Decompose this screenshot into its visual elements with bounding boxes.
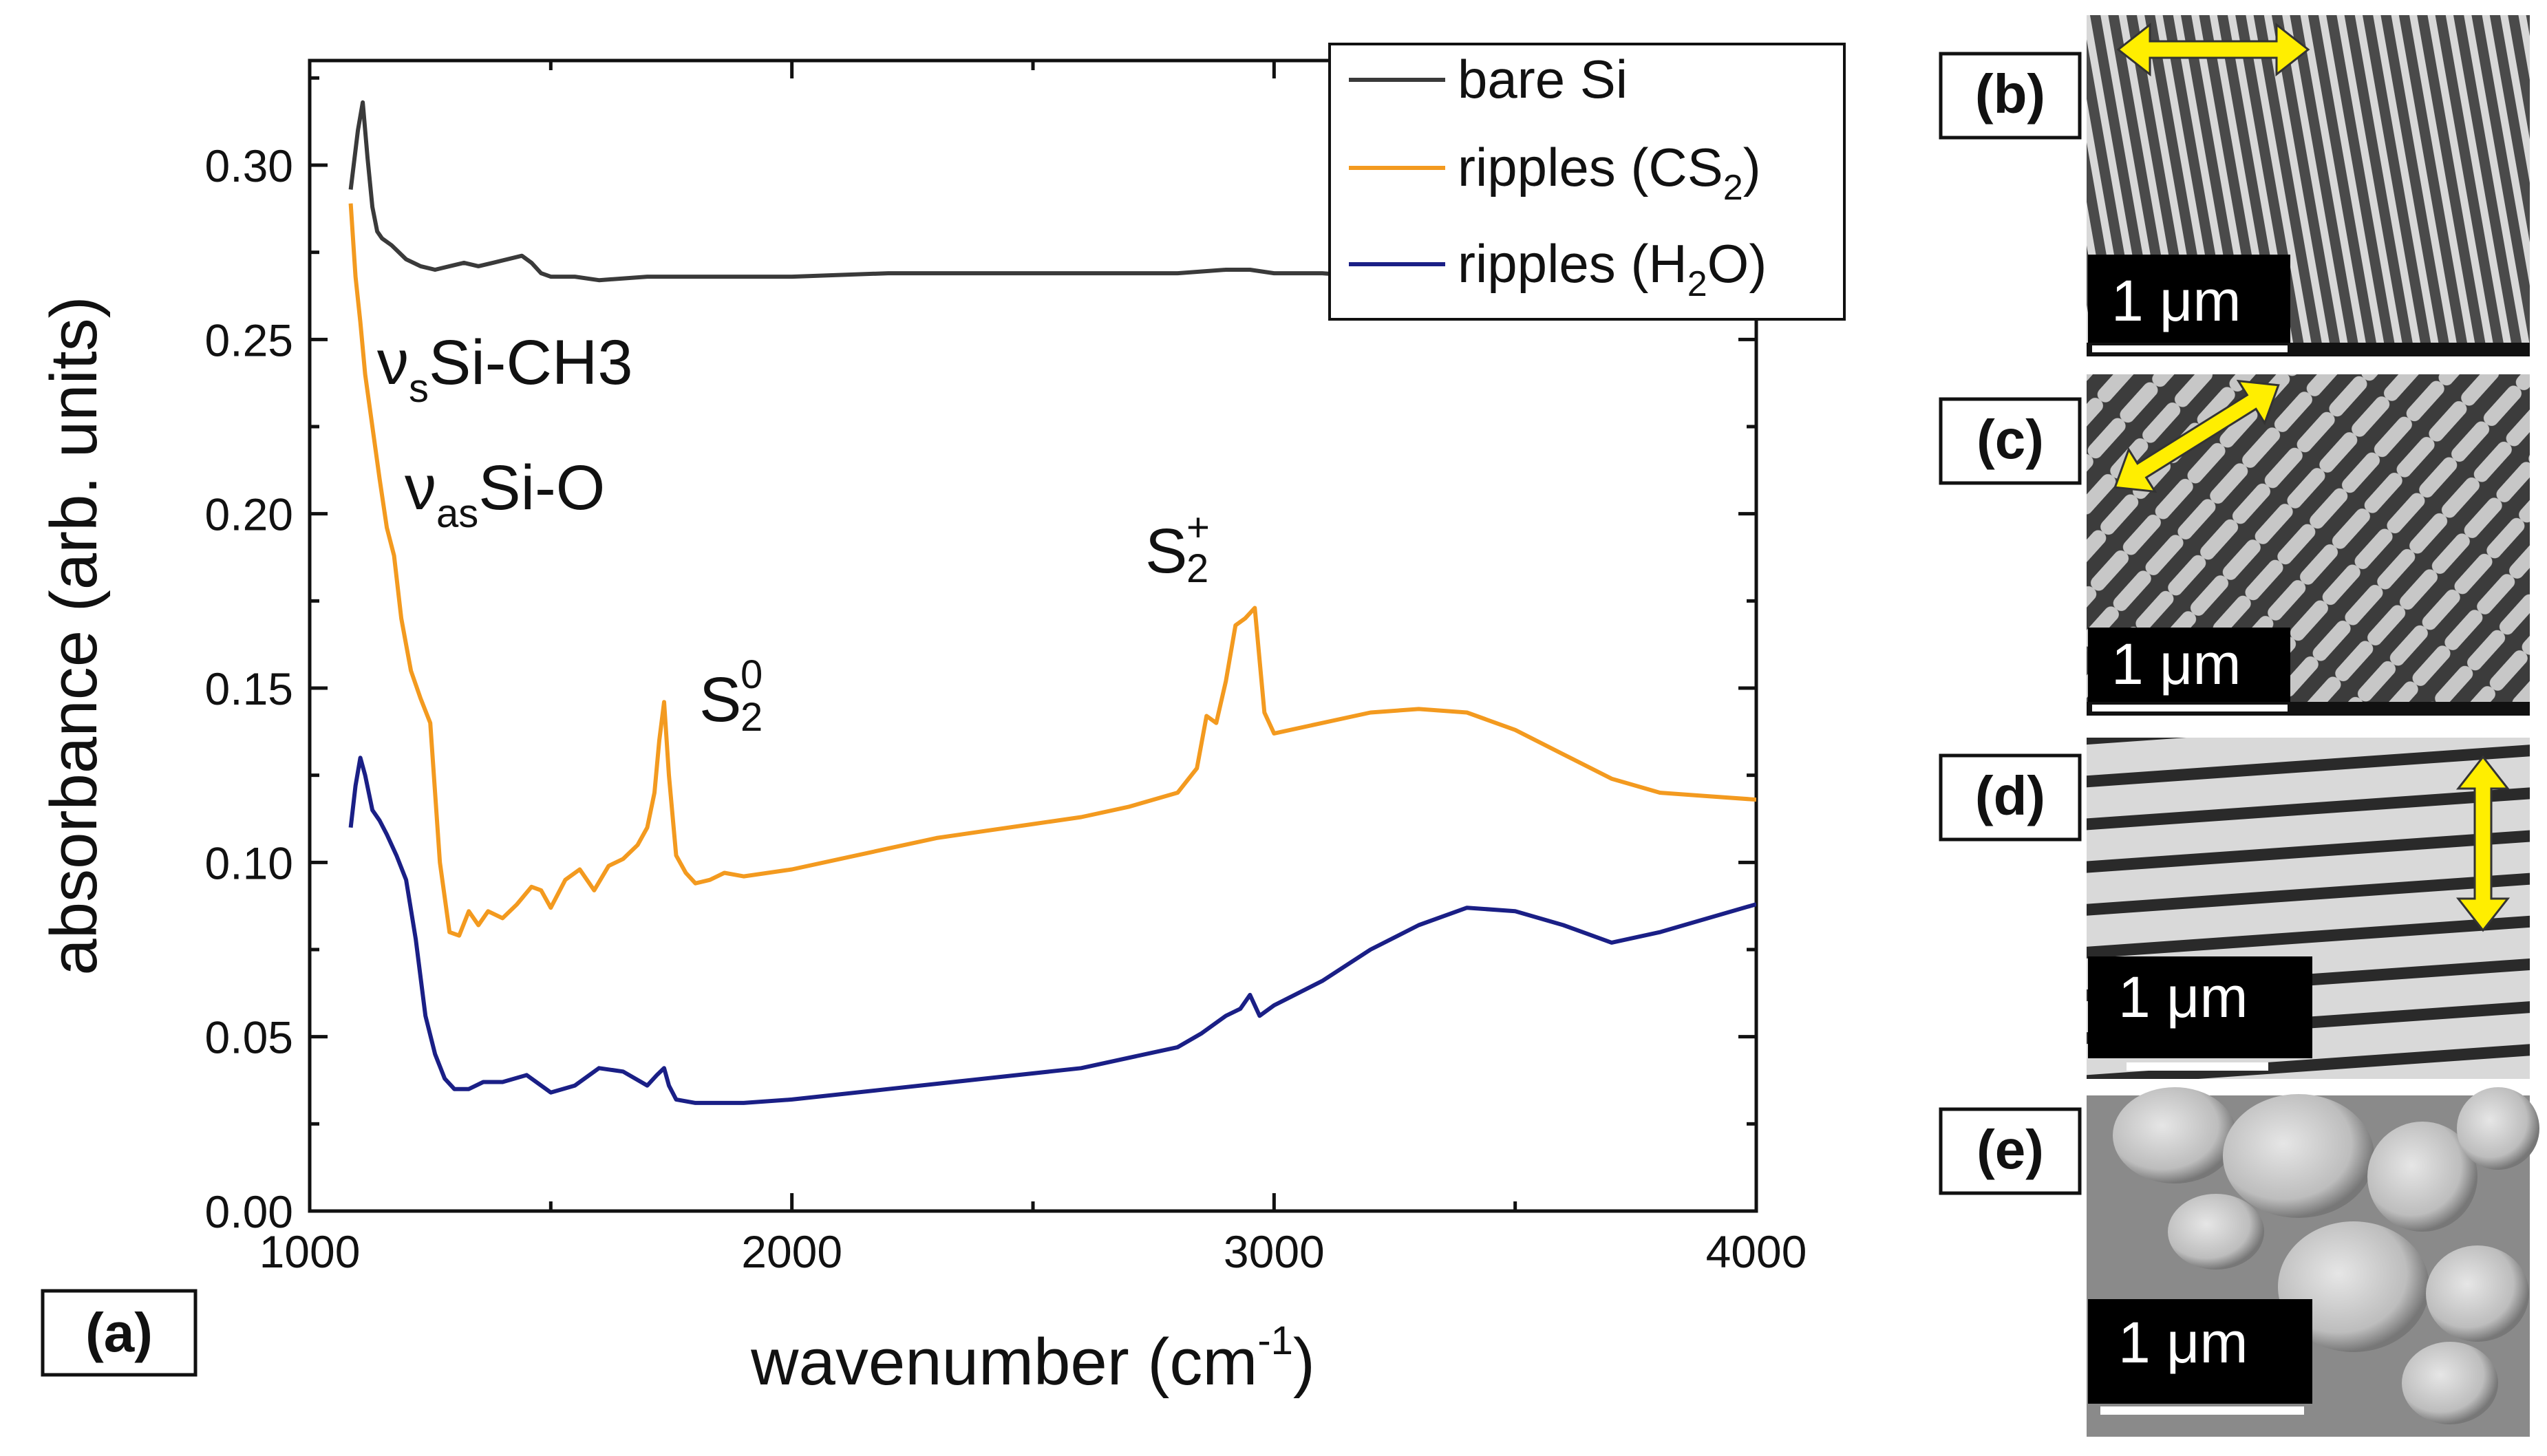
anno-s2p-main: S xyxy=(1145,516,1187,586)
particle xyxy=(2168,1194,2264,1270)
series-bare-si xyxy=(348,100,1419,283)
scale-label-b: 1 μm xyxy=(2111,268,2241,333)
particle xyxy=(2402,1342,2498,1424)
anno-vs-sub: s xyxy=(409,366,429,411)
nanoparticles xyxy=(2113,1087,2539,1424)
panel-c-label: (c) xyxy=(1976,409,2044,470)
anno-s20-main: S xyxy=(699,665,741,735)
y-tick-label: 0.00 xyxy=(205,1186,293,1237)
arrow-shape-b xyxy=(2116,22,2310,77)
legend-cs2-close: ) xyxy=(1743,137,1761,197)
legend-cs2-main: ripples (CS xyxy=(1458,137,1723,197)
anno-s2p-sub: 2 xyxy=(1186,546,1208,591)
annotation-s2-0: S 0 2 xyxy=(699,652,763,740)
y-tick-label: 0.25 xyxy=(205,314,293,365)
panel-e-label-box xyxy=(1939,1107,2082,1195)
scale-box-d xyxy=(2088,956,2312,1058)
scale-bar-c xyxy=(2092,705,2288,711)
panel-a-label-box xyxy=(41,1289,198,1377)
legend-cs2-sub: 2 xyxy=(1723,168,1743,208)
series-ripples-cs2 xyxy=(348,203,1756,938)
y-axis-title: absorbance (arb. units) xyxy=(37,296,111,975)
scale-bar-d xyxy=(2127,1062,2268,1071)
anno-s20-sup: 0 xyxy=(740,652,763,697)
orientation-arrow-c xyxy=(2113,379,2280,493)
y-tick-label: 0.15 xyxy=(205,663,293,714)
anno-s2p-sup: + xyxy=(1186,505,1210,550)
orientation-arrow-b xyxy=(2116,22,2310,77)
scale-label-e: 1 μm xyxy=(2118,1310,2248,1375)
particle xyxy=(2113,1087,2237,1184)
legend-label-bare-si: bare Si xyxy=(1458,49,1628,109)
legend-label-ripples-cs2: ripples (CS2) xyxy=(1458,137,1761,208)
panel-b-label: (b) xyxy=(1975,63,2045,125)
scale-bar-b xyxy=(2092,345,2288,352)
x-axis-title-main: wavenumber (cm xyxy=(750,1325,1257,1399)
legend: bare Si ripples (CS2) ripples (H2O) xyxy=(1328,43,1846,321)
panel-c-label-box xyxy=(1939,397,2082,485)
anno-vas-text: Si-O xyxy=(478,453,605,523)
particle xyxy=(2367,1122,2477,1232)
scale-label-d: 1 μm xyxy=(2118,965,2248,1029)
orientation-arrow-d xyxy=(2455,755,2511,932)
x-axis-title: wavenumber (cm-1) xyxy=(750,1318,1315,1399)
sem-panel-d: (d) 1 μm xyxy=(1939,738,2530,1079)
scale-box-e xyxy=(2088,1299,2312,1404)
legend-h2o-close: O) xyxy=(1707,233,1767,294)
sem-panel-b: (b) 1 μm xyxy=(1939,15,2530,356)
annotation-vas-si-o: νasSi-O xyxy=(405,453,605,536)
arrow-shape-d xyxy=(2455,755,2511,932)
arrow-shape-c xyxy=(2113,379,2280,493)
scale-box-c xyxy=(2088,628,2290,702)
x-tick-label: 2000 xyxy=(741,1226,842,1277)
sem-panel-c: (c) 1 μm xyxy=(1939,374,2530,716)
panel-d-label: (d) xyxy=(1975,765,2045,826)
annotation-vs-si-ch3: νsSi-CH3 xyxy=(377,328,632,411)
sem-panel-e: (e) 1 μm xyxy=(1939,1087,2539,1437)
x-tick-label: 1000 xyxy=(259,1226,361,1277)
y-tick-label: 0.20 xyxy=(205,489,293,540)
legend-h2o-main: ripples (H xyxy=(1458,233,1687,294)
panel-e-label: (e) xyxy=(1976,1119,2044,1180)
legend-box xyxy=(1328,43,1846,321)
particle xyxy=(2278,1221,2429,1352)
legend-label-ripples-h2o: ripples (H2O) xyxy=(1458,233,1767,304)
scale-bar-e xyxy=(2100,1406,2304,1415)
x-tick-label: 3000 xyxy=(1224,1226,1325,1277)
series-ripples-h2o xyxy=(348,756,1756,1105)
panel-d-label-box xyxy=(1939,753,2082,842)
anno-vas-nu: ν xyxy=(405,453,436,523)
x-tick-label: 4000 xyxy=(1706,1226,1807,1277)
legend-h2o-sub: 2 xyxy=(1687,264,1707,304)
y-tick-label: 0.30 xyxy=(205,140,293,191)
scale-box-b xyxy=(2088,255,2290,343)
series-lines xyxy=(348,100,1756,1105)
y-tick-label: 0.10 xyxy=(205,837,293,888)
panel-a-label: (a) xyxy=(85,1302,153,1363)
x-axis-title-close: ) xyxy=(1293,1325,1315,1399)
anno-vas-sub: as xyxy=(436,491,478,536)
particle xyxy=(2426,1245,2529,1342)
annotation-s2-plus: S + 2 xyxy=(1145,505,1210,591)
anno-vs-text: Si-CH3 xyxy=(429,328,632,398)
x-axis-title-sup: -1 xyxy=(1257,1318,1293,1363)
scale-label-c: 1 μm xyxy=(2111,632,2241,696)
plot-area: 1000 2000 3000 4000 0.00 0.05 0.10 0.15 0.20 0.2… xyxy=(205,58,1807,1277)
y-axis: 0.00 0.05 0.10 0.15 0.20 0.25 0.30 xyxy=(205,76,1756,1237)
anno-vs-nu: ν xyxy=(377,328,409,398)
particle xyxy=(2457,1087,2539,1170)
particle xyxy=(2223,1094,2374,1218)
panel-b-label-box xyxy=(1939,52,2082,140)
anno-s20-sub: 2 xyxy=(740,695,763,740)
y-tick-label: 0.05 xyxy=(205,1012,293,1063)
